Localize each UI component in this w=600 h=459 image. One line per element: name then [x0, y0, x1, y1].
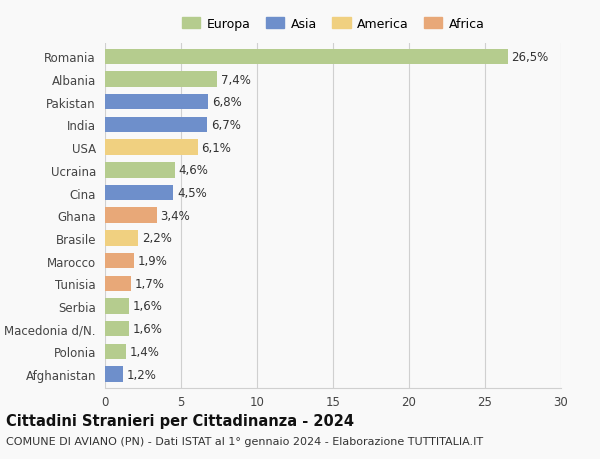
Text: 4,5%: 4,5%	[177, 187, 207, 200]
Text: 7,4%: 7,4%	[221, 73, 251, 86]
Bar	[105, 72, 217, 88]
Text: 4,6%: 4,6%	[179, 164, 209, 177]
Bar	[105, 185, 173, 201]
Bar	[105, 140, 198, 156]
Bar	[105, 344, 126, 359]
Bar	[105, 231, 139, 246]
Text: COMUNE DI AVIANO (PN) - Dati ISTAT al 1° gennaio 2024 - Elaborazione TUTTITALIA.: COMUNE DI AVIANO (PN) - Dati ISTAT al 1°…	[6, 436, 483, 446]
Bar	[105, 163, 175, 178]
Text: 1,9%: 1,9%	[137, 255, 167, 268]
Text: 2,2%: 2,2%	[142, 232, 172, 245]
Legend: Europa, Asia, America, Africa: Europa, Asia, America, Africa	[182, 17, 484, 30]
Text: 1,6%: 1,6%	[133, 323, 163, 336]
Text: 6,7%: 6,7%	[211, 119, 241, 132]
Bar	[105, 253, 134, 269]
Bar	[105, 208, 157, 224]
Text: 6,1%: 6,1%	[202, 141, 232, 154]
Bar	[105, 321, 130, 336]
Text: 1,7%: 1,7%	[134, 277, 164, 290]
Bar	[105, 118, 207, 133]
Text: Cittadini Stranieri per Cittadinanza - 2024: Cittadini Stranieri per Cittadinanza - 2…	[6, 413, 354, 428]
Text: 6,8%: 6,8%	[212, 96, 242, 109]
Text: 1,4%: 1,4%	[130, 345, 160, 358]
Bar	[105, 276, 131, 291]
Bar	[105, 50, 508, 65]
Text: 1,2%: 1,2%	[127, 368, 157, 381]
Text: 1,6%: 1,6%	[133, 300, 163, 313]
Text: 3,4%: 3,4%	[160, 209, 190, 222]
Text: 26,5%: 26,5%	[512, 50, 549, 64]
Bar	[105, 367, 123, 382]
Bar	[105, 95, 208, 110]
Bar	[105, 299, 130, 314]
